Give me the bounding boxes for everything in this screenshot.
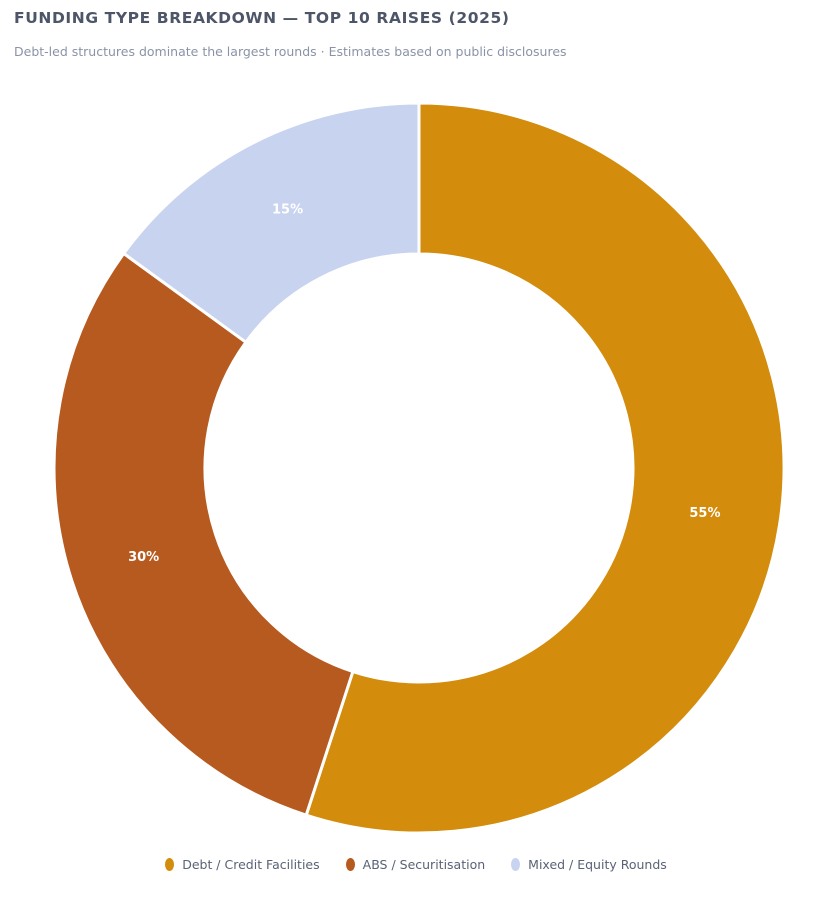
slice-debt[interactable] [304,101,786,835]
slice-abs[interactable] [52,251,355,818]
legend-swatch [165,858,175,871]
legend-label: Debt / Credit Facilities [182,857,320,872]
legend-label: Mixed / Equity Rounds [528,857,667,872]
legend-item-mixed[interactable]: Mixed / Equity Rounds [511,857,667,872]
slice-mixed[interactable] [121,101,421,345]
slice-value-label: 30% [128,550,159,565]
legend: Debt / Credit Facilities ABS / Securitis… [0,857,832,872]
chart-title: FUNDING TYPE BREAKDOWN — TOP 10 RAISES (… [14,9,510,27]
slice-value-label: 55% [689,506,720,521]
chart-subtitle: Debt-led structures dominate the largest… [14,44,567,59]
legend-swatch [345,858,355,871]
legend-swatch [511,858,521,871]
legend-item-debt[interactable]: Debt / Credit Facilities [165,857,320,872]
slice-value-label: 15% [272,203,303,218]
donut-chart: 55% 30% 15% [52,101,786,835]
legend-item-abs[interactable]: ABS / Securitisation [345,857,486,872]
legend-label: ABS / Securitisation [362,857,486,872]
